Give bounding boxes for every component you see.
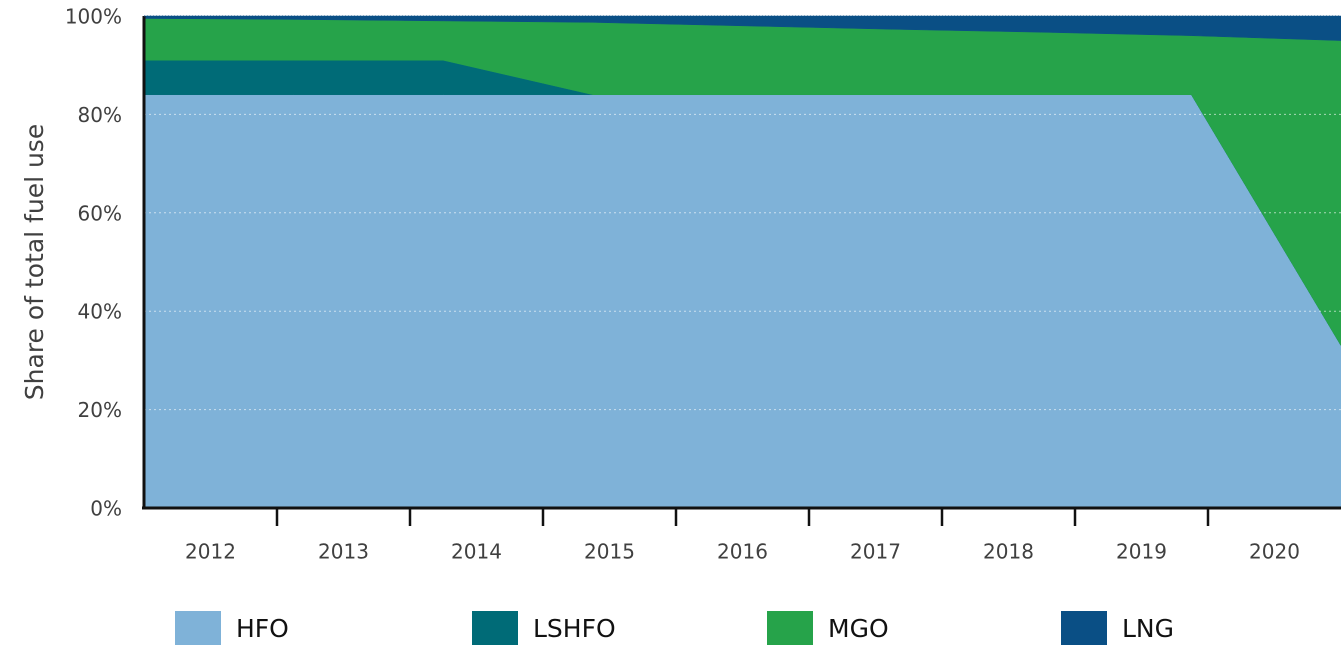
area	[143, 94, 1341, 509]
y-tick-label: 100%	[65, 5, 122, 29]
x-tick-label: 2020	[1249, 540, 1300, 564]
x-tick-label: 2018	[983, 540, 1034, 564]
x-tick-label: 2017	[850, 540, 901, 564]
y-tick-label: 0%	[90, 497, 122, 521]
y-tick-label: 40%	[78, 300, 122, 324]
areas	[143, 15, 1341, 509]
legend-label: HFO	[236, 614, 289, 643]
legend-label: LNG	[1122, 614, 1174, 643]
axes: 0% 20% 40% 60% 80% 100% 2012 2013 2014 2015 2016 20…	[65, 5, 1341, 564]
legend-swatch	[767, 611, 813, 645]
x-tick-label: 2013	[318, 540, 369, 564]
legend-label: MGO	[828, 614, 889, 643]
legend-swatch	[472, 611, 518, 645]
y-tick-label: 20%	[78, 398, 122, 422]
legend-swatch	[1061, 611, 1107, 645]
y-axis-label: Share of total fuel use	[20, 124, 49, 400]
legend-label: LSHFO	[533, 614, 616, 643]
y-tick-label: 80%	[78, 103, 122, 127]
x-tick-label: 2015	[584, 540, 635, 564]
legend-swatch	[175, 611, 221, 645]
y-tick-label: 60%	[78, 201, 122, 225]
area	[143, 15, 1341, 41]
x-tick-label: 2012	[185, 540, 236, 564]
x-tick-label: 2019	[1116, 540, 1167, 564]
x-tick-label: 2014	[451, 540, 502, 564]
x-tick-label: 2016	[717, 540, 768, 564]
